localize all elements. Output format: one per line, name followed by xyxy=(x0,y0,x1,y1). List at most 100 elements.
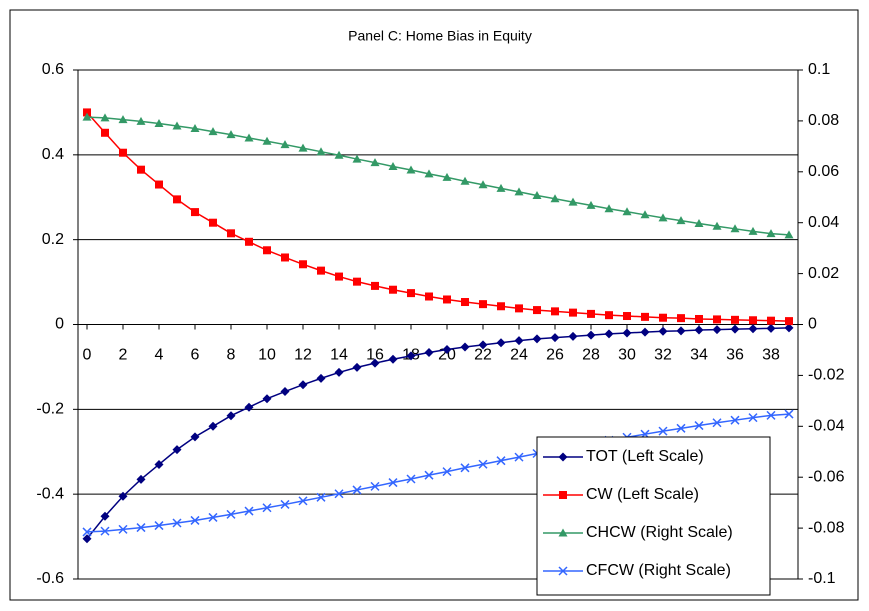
marker-triangle xyxy=(208,127,218,136)
x-tick-label: 14 xyxy=(330,347,348,364)
y2-tick-label: -0.08 xyxy=(808,519,845,536)
marker-diamond xyxy=(604,329,614,339)
legend-label: CHCW (Right Scale) xyxy=(586,524,733,541)
marker-triangle xyxy=(730,224,740,233)
x-tick-label: 4 xyxy=(155,347,164,364)
marker-triangle xyxy=(316,147,326,156)
marker-square xyxy=(101,128,109,137)
marker-square xyxy=(443,295,451,304)
marker-x xyxy=(154,521,164,531)
marker-triangle xyxy=(388,161,398,170)
marker-square xyxy=(605,311,613,320)
marker-x xyxy=(730,415,740,425)
x-tick-label: 10 xyxy=(258,347,276,364)
marker-triangle xyxy=(442,172,452,181)
marker-square xyxy=(407,289,415,298)
marker-triangle xyxy=(766,229,776,238)
marker-x xyxy=(100,526,110,536)
marker-x xyxy=(676,423,686,433)
marker-x xyxy=(82,527,92,537)
marker-x xyxy=(442,467,452,477)
marker-square xyxy=(623,312,631,321)
marker-x xyxy=(298,496,308,506)
marker-x xyxy=(334,489,344,499)
marker-x xyxy=(136,523,146,533)
y2-tick-label: 0.04 xyxy=(808,214,839,231)
marker-x xyxy=(694,421,704,431)
marker-x xyxy=(244,506,254,516)
marker-diamond xyxy=(694,325,704,335)
marker-diamond xyxy=(748,324,758,334)
marker-diamond xyxy=(676,326,686,336)
marker-diamond xyxy=(658,326,668,336)
marker-square xyxy=(389,285,397,294)
y2-tick-label: -0.02 xyxy=(808,367,845,384)
marker-x xyxy=(262,503,272,513)
marker-diamond xyxy=(190,432,200,442)
marker-diamond xyxy=(622,328,632,338)
marker-square xyxy=(587,309,595,318)
x-tick-label: 36 xyxy=(726,347,744,364)
marker-diamond xyxy=(172,445,182,455)
marker-diamond xyxy=(298,380,308,390)
marker-square xyxy=(209,218,217,227)
marker-triangle xyxy=(352,154,362,163)
marker-triangle xyxy=(586,200,596,209)
marker-diamond xyxy=(766,323,776,333)
marker-triangle xyxy=(136,116,146,125)
marker-square xyxy=(515,304,523,313)
marker-triangle xyxy=(280,140,290,149)
marker-square xyxy=(353,277,361,286)
marker-square xyxy=(461,298,469,307)
marker-triangle xyxy=(478,180,488,189)
y2-tick-label: -0.04 xyxy=(808,418,845,435)
x-tick-label: 16 xyxy=(366,347,384,364)
marker-square xyxy=(119,148,127,157)
x-tick-label: 2 xyxy=(119,347,128,364)
marker-x xyxy=(496,456,506,466)
marker-diamond xyxy=(154,459,164,469)
marker-square xyxy=(335,272,343,281)
marker-diamond xyxy=(100,511,110,521)
marker-triangle xyxy=(496,183,506,192)
marker-triangle xyxy=(172,121,182,130)
marker-x xyxy=(514,452,524,462)
marker-triangle xyxy=(640,210,650,219)
marker-x xyxy=(352,485,362,495)
marker-x xyxy=(748,413,758,423)
marker-x xyxy=(280,499,290,509)
series-line xyxy=(86,116,790,236)
marker-triangle xyxy=(694,218,704,227)
legend-label: CW (Left Scale) xyxy=(586,486,699,503)
marker-diamond xyxy=(478,340,488,350)
marker-square xyxy=(245,237,253,246)
x-tick-label: 22 xyxy=(474,347,492,364)
marker-square xyxy=(569,308,577,317)
x-tick-label: 30 xyxy=(618,347,636,364)
marker-square xyxy=(173,195,181,204)
marker-triangle xyxy=(748,226,758,235)
x-tick-label: 6 xyxy=(191,347,200,364)
y-tick-label: 0.2 xyxy=(42,231,64,248)
marker-diamond xyxy=(262,394,272,404)
marker-triangle xyxy=(118,115,128,124)
marker-diamond xyxy=(118,491,128,501)
marker-triangle xyxy=(82,112,92,121)
x-tick-label: 32 xyxy=(654,347,672,364)
marker-square xyxy=(559,491,567,499)
legend-label: TOT (Left Scale) xyxy=(586,448,704,465)
marker-square xyxy=(533,306,541,315)
marker-diamond xyxy=(442,345,452,355)
marker-x xyxy=(172,518,182,528)
marker-triangle xyxy=(712,221,722,230)
marker-triangle xyxy=(298,143,308,152)
marker-diamond xyxy=(424,347,434,357)
x-tick-label: 8 xyxy=(227,347,236,364)
marker-x xyxy=(370,481,380,491)
marker-square xyxy=(137,165,145,174)
marker-diamond xyxy=(640,327,650,337)
marker-triangle xyxy=(424,169,434,178)
marker-x xyxy=(118,524,128,534)
y2-tick-label: 0.02 xyxy=(808,265,839,282)
